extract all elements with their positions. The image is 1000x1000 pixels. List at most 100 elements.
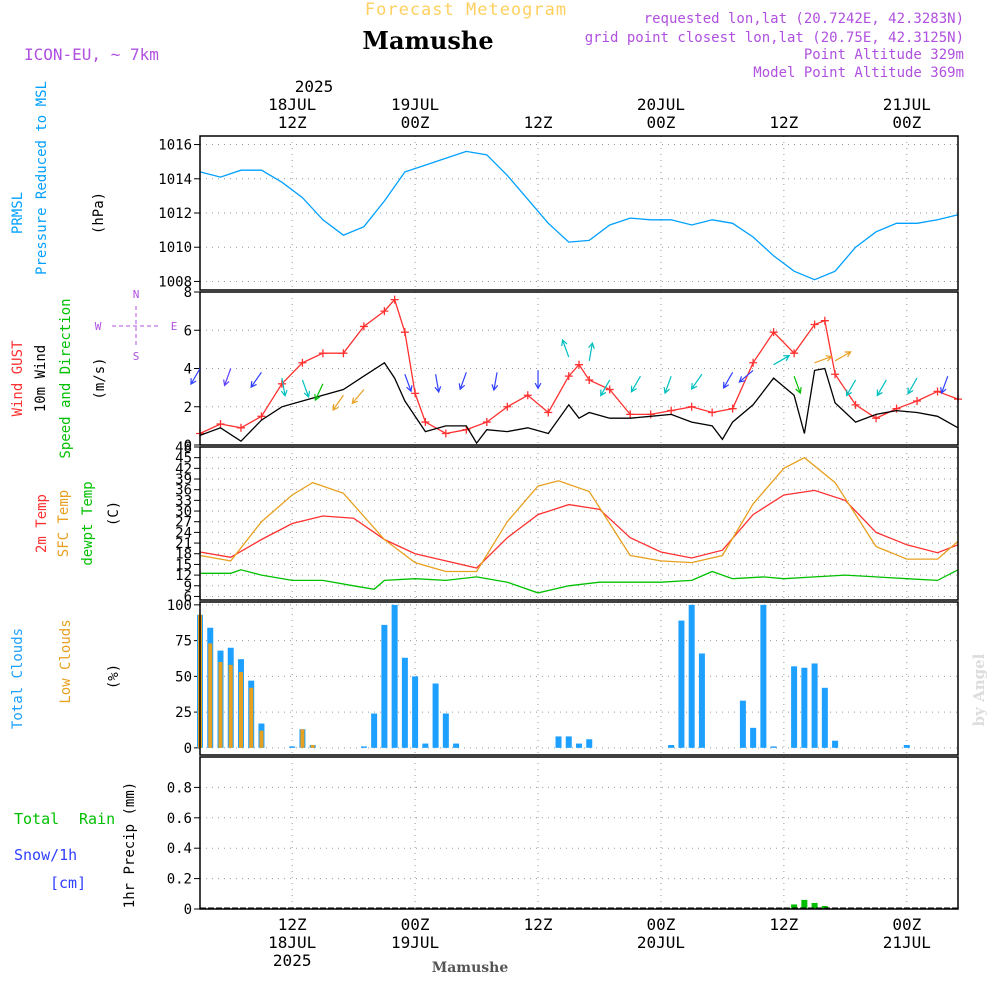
gust-marker [411,389,420,398]
wind-arrow-icon [630,375,641,393]
temperature-ytick-label: 24 [175,525,192,541]
clouds-bar [300,729,305,748]
precip-ytick-label: 0.2 [167,872,192,888]
clouds-ytick-label: 100 [167,598,192,614]
location-title: Mamushe [362,26,493,55]
gust-marker [216,419,225,428]
bottom-hour-label: 12Z [524,915,553,934]
gust-marker [687,402,696,411]
pressure-ytick-label: 1012 [158,206,192,222]
precip-ytick-label: 0.6 [167,811,192,827]
gust-marker [421,418,430,427]
top-hour-label: 12Z [769,113,798,132]
pressure-unit: (hPa) [91,192,107,234]
total-clouds-label: Total Clouds [10,628,26,729]
gust-marker [441,429,450,438]
temperature-ytick-label: 6 [184,589,192,605]
clouds-bar [432,683,439,748]
wind-ytick-label: 4 [184,362,192,378]
watermark: by Angel [970,653,988,726]
wind-ytick-label: 2 [184,400,192,416]
clouds-bar [821,687,828,748]
precip-ytick-label: 0.4 [167,841,192,857]
clouds-bar [586,739,593,748]
gust-marker [380,307,389,316]
clouds-ytick-label: 75 [175,634,192,650]
clouds-bar [259,730,264,748]
gust-marker [933,387,942,396]
wind-arrow-icon [458,372,467,391]
forecast-meteogram-title: Forecast Meteogram [365,0,567,20]
clouds-bar [360,746,367,748]
top-hour-label: 00Z [892,113,921,132]
top-date-label: 20JUL [637,95,685,114]
temperature-ytick-label: 15 [175,557,192,573]
clouds-bar [791,666,798,748]
clouds-ytick-label: 50 [175,669,192,685]
bottom-year-label: 2025 [273,951,312,970]
gust-marker [236,423,245,432]
wind-arrow-icon [814,355,833,364]
precip-ytick-label: 0.8 [167,780,192,796]
gust-marker [359,322,368,331]
wind-10m-label: 10m Wind [33,345,49,412]
wind-arrow-icon [491,372,499,392]
clouds-bar [238,672,243,748]
clouds-bar [289,746,296,748]
clouds-bar [412,676,419,748]
snow-label: Snow/1h [14,846,77,864]
clouds-bar [442,713,449,748]
temperature-ytick-label: 39 [175,472,192,488]
wind-arrow-icon [223,368,232,387]
bottom-date-label: 18JUL [268,933,316,952]
gust-marker [831,370,840,379]
wind-arrow-icon [588,341,595,361]
clouds-bar [381,624,388,748]
clouds-bar [208,643,213,748]
clouds-bar [739,700,746,748]
wind-arrow-icon [314,383,324,402]
wind-arrow-icon [940,375,949,395]
precip-bar [811,902,818,909]
precip-unit: 1hr Precip (mm) [122,782,138,908]
precip-bar [801,899,808,909]
gust-marker [482,418,491,427]
wind-series-1 [199,361,959,445]
temperature-ytick-label: 30 [175,504,192,520]
gust-marker [564,372,573,381]
gust-marker [749,358,758,367]
bottom-hour-label: 00Z [646,915,675,934]
temperature-ytick-label: 27 [175,515,192,531]
clouds-bar [903,744,910,748]
grid-point-coords: grid point closest lon,lat (20.75E, 42.3… [585,30,964,46]
wind-arrow-icon [845,379,857,397]
wind-arrow-icon [834,351,852,362]
clouds-bar [801,667,808,748]
pressure-label: Pressure Reduced to MSL [34,81,50,275]
temperature-ytick-label: 42 [175,461,192,477]
gust-marker [790,349,799,358]
clouds-frame [199,601,959,756]
clouds-bar [565,736,572,748]
clouds-unit: (%) [106,664,122,689]
wind-arrow-icon [561,338,570,358]
gust-marker [872,414,881,423]
snow-unit-label: [cm] [50,874,86,892]
wind-arrow-icon [600,379,611,397]
gust-marker [400,328,409,337]
year-top: 2025 [295,77,334,96]
temperature-series-0 [199,489,959,569]
temperature-ytick-label: 21 [175,536,192,552]
clouds-bar [401,657,408,748]
clouds-bar [811,663,818,748]
clouds-bar [668,744,675,748]
gust-marker [913,397,922,406]
clouds-ytick-label: 25 [175,705,192,721]
wind-arrow-icon [332,394,344,412]
precip-bar [791,904,798,909]
clouds-ytick-label: 0 [184,741,192,757]
gust-marker [523,391,532,400]
temperature-ytick-label: 12 [175,568,192,584]
wind-arrow-icon [773,355,791,366]
bottom-location: Mamushe [432,960,509,976]
